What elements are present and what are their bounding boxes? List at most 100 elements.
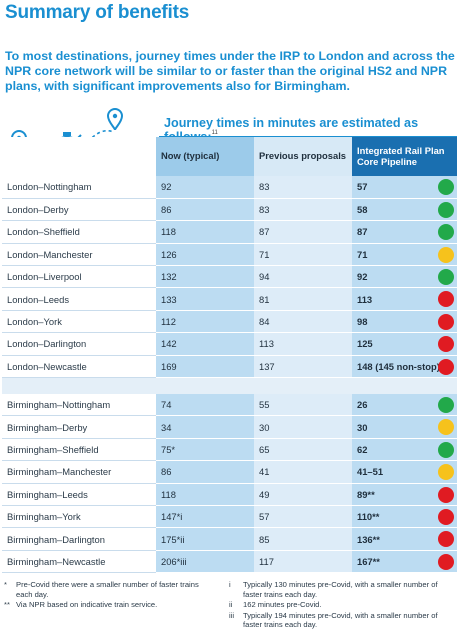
now-cell-text: 126 <box>161 248 177 260</box>
irp-cell: 125 <box>352 332 457 356</box>
spacer-cell <box>2 377 156 394</box>
status-green-indicator <box>438 179 454 195</box>
route-cell: London–Derby <box>2 198 156 222</box>
irp-cell: 57 <box>352 176 457 199</box>
previous-cell-text: 94 <box>259 271 270 283</box>
spacer-cell <box>156 377 254 394</box>
previous-cell-text: 85 <box>259 533 270 545</box>
status-red-indicator <box>438 531 454 548</box>
status-red-indicator <box>438 553 454 570</box>
previous-cell: 65 <box>254 438 352 462</box>
footnote: ** Via NPR based on indicative train serv… <box>4 600 204 610</box>
previous-cell-text: 71 <box>259 248 270 260</box>
now-cell-text: 132 <box>161 271 177 283</box>
table-subheading: Journey times in minutes are estimated a… <box>159 111 457 144</box>
status-red-indicator <box>438 358 454 375</box>
status-amber-indicator <box>438 464 454 481</box>
route-cell: London–Darlington <box>2 332 156 356</box>
previous-cell: 41 <box>254 460 352 484</box>
now-cell-text: 112 <box>161 316 176 328</box>
route-cell: Birmingham–York <box>2 505 156 529</box>
footnote-text: Pre-Covid there were a smaller number of… <box>16 580 199 599</box>
irp-cell: 98 <box>352 310 457 334</box>
irp-cell: 30 <box>352 415 457 439</box>
previous-cell: 137 <box>254 355 352 379</box>
irp-cell: 167** <box>352 550 457 574</box>
previous-cell-text: 83 <box>259 181 270 193</box>
footnote-text: Typically 130 minutes pre-Covid, with a … <box>243 580 438 599</box>
previous-cell: 113 <box>254 332 352 356</box>
table-row: London–Sheffield 118 87 87 <box>2 220 457 244</box>
now-cell: 34 <box>156 415 254 439</box>
now-cell: 92 <box>156 176 254 199</box>
now-cell: 126 <box>156 243 254 267</box>
status-amber-indicator <box>438 246 454 263</box>
irp-cell: 62 <box>352 438 457 462</box>
now-cell-text: 86 <box>161 466 172 478</box>
previous-cell-text: 137 <box>259 360 275 372</box>
previous-cell: 57 <box>254 505 352 529</box>
journey-times-table: Now (typical) Previous proposals Integra… <box>2 137 457 574</box>
footnote-text: Via NPR based on indicative train servic… <box>16 600 158 610</box>
now-cell-text: 142 <box>161 338 177 350</box>
route-cell-text: London–Liverpool <box>7 271 82 283</box>
page-title: Summary of benefits <box>5 2 190 23</box>
now-cell: 142 <box>156 332 254 356</box>
irp-cell: 113 <box>352 287 457 311</box>
table-row: London–Nottingham 92 83 57 <box>2 176 457 199</box>
previous-cell: 83 <box>254 198 352 222</box>
now-cell: 118 <box>156 220 254 244</box>
route-cell-text: Birmingham–Darlington <box>7 533 105 545</box>
now-cell-text: 133 <box>161 293 177 305</box>
previous-cell: 81 <box>254 287 352 311</box>
previous-cell-text: 41 <box>259 466 270 478</box>
table-row: Birmingham–Sheffield 75* 65 62 <box>2 438 457 462</box>
route-cell: Birmingham–Darlington <box>2 527 156 551</box>
route-cell-text: London–Nottingham <box>7 181 92 193</box>
status-red-indicator <box>438 508 454 525</box>
footnote-text: 162 minutes pre-Covid. <box>243 600 322 610</box>
previous-cell: 94 <box>254 265 352 289</box>
section-spacer <box>2 377 457 394</box>
status-red-indicator <box>438 486 454 503</box>
irp-cell: 87 <box>352 220 457 244</box>
previous-cell-text: 83 <box>259 204 270 216</box>
irp-cell-text: 30 <box>357 421 368 433</box>
previous-cell: 71 <box>254 243 352 267</box>
irp-cell: 148 (145 non-stop) <box>352 355 457 379</box>
column-header-now: Now (typical) <box>156 137 254 176</box>
irp-cell: 110** <box>352 505 457 529</box>
footnote: * Pre-Covid there were a smaller number o… <box>4 580 204 599</box>
irp-cell-text: 62 <box>357 443 368 455</box>
route-cell-text: Birmingham–York <box>7 511 81 523</box>
table-row: London–Manchester 126 71 71 <box>2 243 457 267</box>
previous-cell-text: 117 <box>259 555 274 567</box>
table-header-row: Now (typical) Previous proposals Integra… <box>2 137 457 176</box>
previous-cell-text: 57 <box>259 511 270 523</box>
now-cell: 86 <box>156 460 254 484</box>
now-cell: 169 <box>156 355 254 379</box>
table-row: Birmingham–Derby 34 30 30 <box>2 415 457 439</box>
status-green-indicator <box>438 441 454 458</box>
previous-cell-text: 87 <box>259 226 270 238</box>
status-green-indicator <box>438 396 454 413</box>
route-cell: Birmingham–Derby <box>2 415 156 439</box>
route-cell-text: London–Leeds <box>7 293 70 305</box>
irp-cell-text: 89** <box>357 488 375 500</box>
footnote-mark: i <box>229 580 231 589</box>
status-red-indicator <box>438 336 454 353</box>
previous-cell-text: 30 <box>259 421 270 433</box>
route-cell: London–Sheffield <box>2 220 156 244</box>
intro-text: To most destinations, journey times unde… <box>5 49 455 93</box>
table-row: Birmingham–Leeds 118 49 89** <box>2 483 457 506</box>
previous-cell: 30 <box>254 415 352 439</box>
irp-cell: 26 <box>352 393 457 417</box>
now-cell: 132 <box>156 265 254 289</box>
previous-cell-text: 55 <box>259 398 270 410</box>
now-cell: 75* <box>156 438 254 462</box>
previous-cell-text: 84 <box>259 316 270 328</box>
footnote: ii 162 minutes pre-Covid. <box>229 600 454 610</box>
column-header-irp: Integrated Rail Plan Core Pipeline <box>352 137 457 176</box>
table-row: London–York 112 84 98 <box>2 310 457 334</box>
route-cell-text: London–Newcastle <box>7 360 87 372</box>
